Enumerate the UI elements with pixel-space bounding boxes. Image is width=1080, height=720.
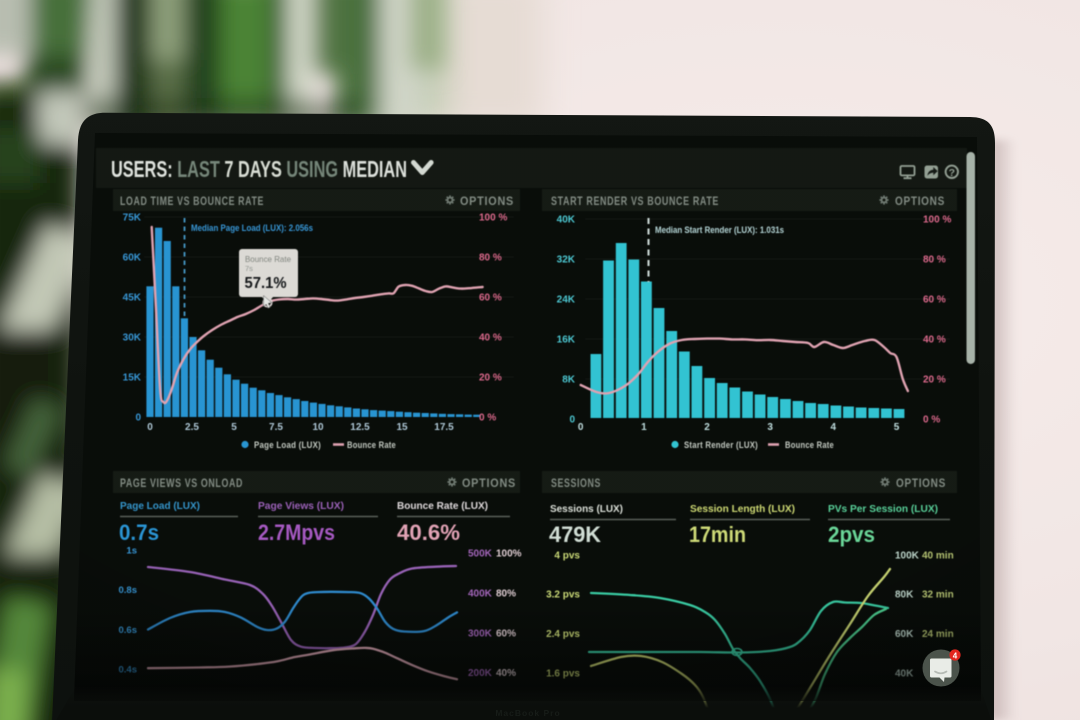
svg-text:MacBook Pro: MacBook Pro (495, 708, 560, 718)
svg-text:4: 4 (953, 651, 958, 660)
